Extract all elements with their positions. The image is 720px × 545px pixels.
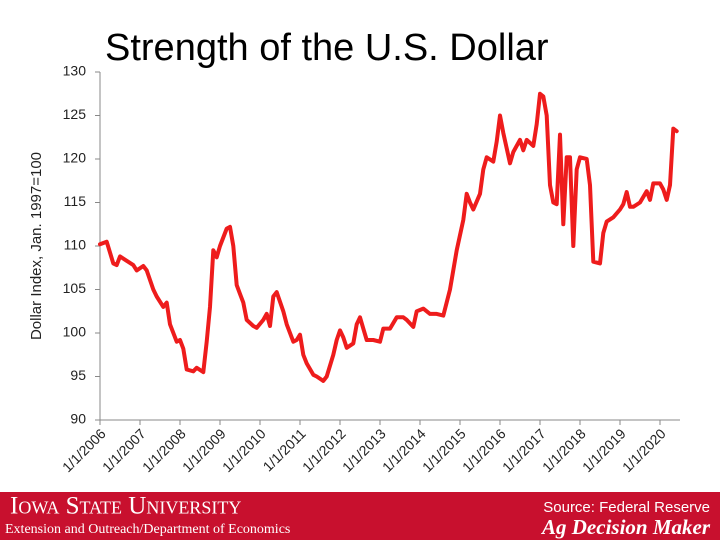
x-tick-label: 1/1/2010 [219, 425, 269, 475]
y-tick-label: 90 [70, 411, 86, 427]
y-tick-label: 110 [64, 237, 87, 253]
y-tick-label: 100 [63, 324, 87, 340]
y-tick-label: 125 [63, 106, 87, 122]
y-tick-label: 120 [63, 150, 87, 166]
source: Source: Federal Reserve [543, 499, 710, 516]
brand: Ag Decision Maker [540, 515, 711, 539]
department: Extension and Outreach/Department of Eco… [5, 522, 290, 537]
y-tick-label: 130 [63, 63, 87, 79]
chart-title: Strength of the U.S. Dollar [105, 27, 549, 69]
y-tick-label: 105 [63, 280, 87, 296]
footer-banner [0, 492, 720, 540]
y-tick-label: 95 [70, 367, 86, 383]
data-line [98, 91, 679, 383]
y-tick-label: 115 [64, 193, 87, 209]
x-tick-label: 1/1/2020 [619, 425, 669, 475]
university-name: Iowa State University [10, 493, 241, 520]
y-axis-label: Dollar Index, Jan. 1997=100 [28, 152, 45, 340]
